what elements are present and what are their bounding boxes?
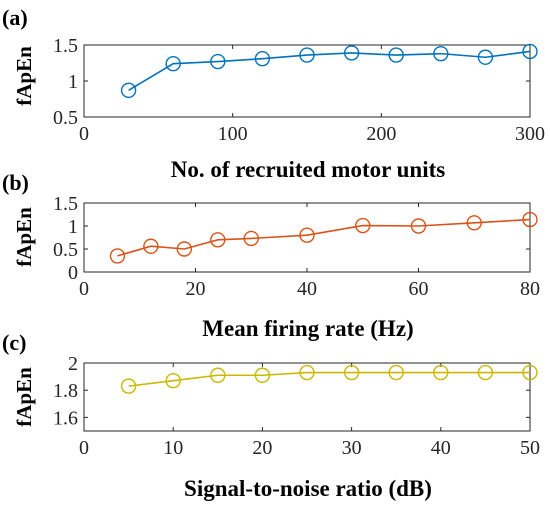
panel-a-data-point (343, 45, 360, 61)
x-tick-label: 40 (297, 278, 317, 300)
panel-c-series-line (128, 371, 530, 387)
panel-b-plot: 0 20 40 60 80 00.511.5 (53, 193, 540, 300)
y-tick-label: 1.8 (53, 380, 78, 402)
y-tick-label: 1.5 (53, 193, 78, 215)
x-tick-label: 50 (520, 437, 540, 459)
panel-c-data-point (299, 364, 315, 381)
panel-a-data-point (299, 47, 315, 63)
panel-b-data-point (299, 227, 315, 243)
x-tick-label: 100 (218, 123, 248, 145)
x-tick-label: 10 (163, 437, 183, 459)
x-tick-label: 80 (520, 278, 540, 300)
panel-b-series-line (117, 218, 531, 257)
panel-a-data-point (254, 50, 271, 67)
x-tick-label: 30 (342, 437, 362, 459)
panel-a-data-point (165, 56, 181, 72)
y-tick-label: 2 (68, 353, 78, 375)
x-tick-label: 200 (366, 123, 396, 145)
panel-b-data-point (210, 232, 226, 248)
panel-b-axes-box (83, 202, 531, 273)
x-tick-label: 20 (252, 437, 272, 459)
x-tick-label: 300 (515, 123, 545, 145)
panel-c-data-point (433, 364, 449, 381)
panel-c-plot: 0 10 20 30 40 50 1.6 1.8 2 (53, 353, 540, 459)
panel-b-label: (b) (2, 170, 29, 195)
panel-c-data-point (343, 364, 360, 381)
panel-a-data-point (433, 45, 449, 62)
panel-a-ylabel: fApEn (12, 46, 36, 106)
panel-b-xlabel: Mean firing rate (Hz) (202, 316, 413, 341)
x-tick-label: 60 (409, 278, 429, 300)
panel-b-data-point (176, 241, 193, 257)
panel-c-data-point (522, 364, 538, 381)
y-tick-label: 0 (68, 262, 78, 284)
panel-b-data-point (522, 211, 538, 228)
panel-a-data-point (388, 47, 404, 63)
panel-c: (c) fApEn Signal-to-noise ratio (dB) (2, 330, 432, 501)
panel-b-data-point (410, 218, 427, 234)
panel-b-ylabel: fApEn (12, 207, 36, 267)
panel-c-ylabel: fApEn (12, 367, 36, 427)
panel-c-axes-box (83, 362, 531, 432)
panel-a-plot: 0 100 200 300 0.5 1 1.5 (53, 35, 545, 145)
y-tick-label: 0.5 (53, 239, 78, 261)
panel-a-data-point (477, 49, 494, 65)
panel-b-data-point (466, 215, 482, 231)
panel-a-data-point (522, 43, 538, 60)
panel-b-data-point (243, 230, 259, 247)
x-tick-label: 40 (431, 437, 451, 459)
panel-c-data-point (477, 364, 494, 381)
panel-a-label: (a) (2, 5, 28, 30)
panel-c-data-point (254, 367, 271, 383)
y-tick-label: 0.5 (53, 107, 78, 129)
panel-c-data-point (120, 378, 137, 394)
panel-a-data-point (210, 53, 226, 70)
panel-b-data-point (109, 248, 126, 264)
y-tick-label: 1 (68, 216, 78, 238)
y-tick-label: 1.5 (53, 35, 78, 57)
panel-c-xlabel: Signal-to-noise ratio (dB) (184, 476, 432, 501)
x-tick-label: 0 (79, 123, 89, 145)
panel-c-label: (c) (2, 330, 26, 355)
x-tick-label: 0 (79, 278, 89, 300)
x-tick-label: 20 (186, 278, 206, 300)
panel-a-xlabel: No. of recruited motor units (171, 157, 446, 182)
panel-c-data-point (388, 364, 404, 381)
panel-a: (a) fApEn No. of recruited motor units (2, 5, 445, 182)
panel-a-data-point (120, 82, 137, 99)
panel-b-data-point (143, 238, 159, 254)
x-tick-label: 0 (79, 437, 89, 459)
y-tick-label: 1.6 (53, 407, 78, 429)
panel-c-data-point (165, 372, 181, 389)
panel-b: (b) fApEn Mean firing rate (Hz) (2, 170, 414, 341)
panel-c-data-point (210, 367, 226, 383)
y-tick-label: 1 (68, 71, 78, 93)
panel-b-data-point (355, 217, 371, 234)
panel-a-series-line (128, 50, 531, 92)
